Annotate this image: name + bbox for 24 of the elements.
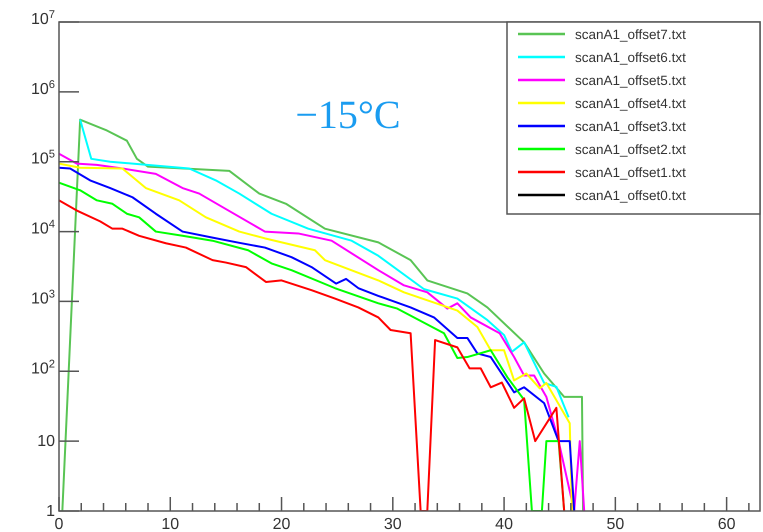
x-tick-label: 50 [606, 516, 624, 532]
legend-label: scanA1_offset4.txt [575, 96, 686, 111]
y-tick-label: 10$^{4}$ [30, 218, 55, 238]
y-tick-label: 10$^{3}$ [30, 288, 55, 308]
x-tick-label: 60 [718, 516, 736, 532]
y-tick-label: 10$^{7}$ [30, 9, 55, 28]
legend-label: scanA1_offset5.txt [575, 73, 686, 88]
y-tick-label: 10$^{6}$ [30, 78, 55, 98]
legend-label: scanA1_offset6.txt [575, 50, 686, 65]
legend-label: scanA1_offset3.txt [575, 119, 686, 134]
y-tick-label: 10 [37, 433, 56, 450]
x-tick-label: 40 [495, 516, 514, 532]
legend-label: scanA1_offset0.txt [575, 188, 686, 203]
x-tick-label: 20 [272, 516, 291, 532]
legend-label: scanA1_offset2.txt [575, 142, 686, 157]
y-tick-label: 1 [46, 503, 56, 520]
x-tick-label: 30 [384, 516, 402, 532]
y-tick-label: 10$^{2}$ [30, 358, 55, 378]
annotation: −15°C [295, 92, 401, 137]
x-tick-label: 0 [54, 516, 64, 532]
legend-label: scanA1_offset1.txt [575, 165, 686, 180]
x-tick-label: 10 [161, 516, 180, 532]
legend-label: scanA1_offset7.txt [575, 27, 686, 42]
y-tick-label: 10$^{5}$ [30, 148, 55, 168]
